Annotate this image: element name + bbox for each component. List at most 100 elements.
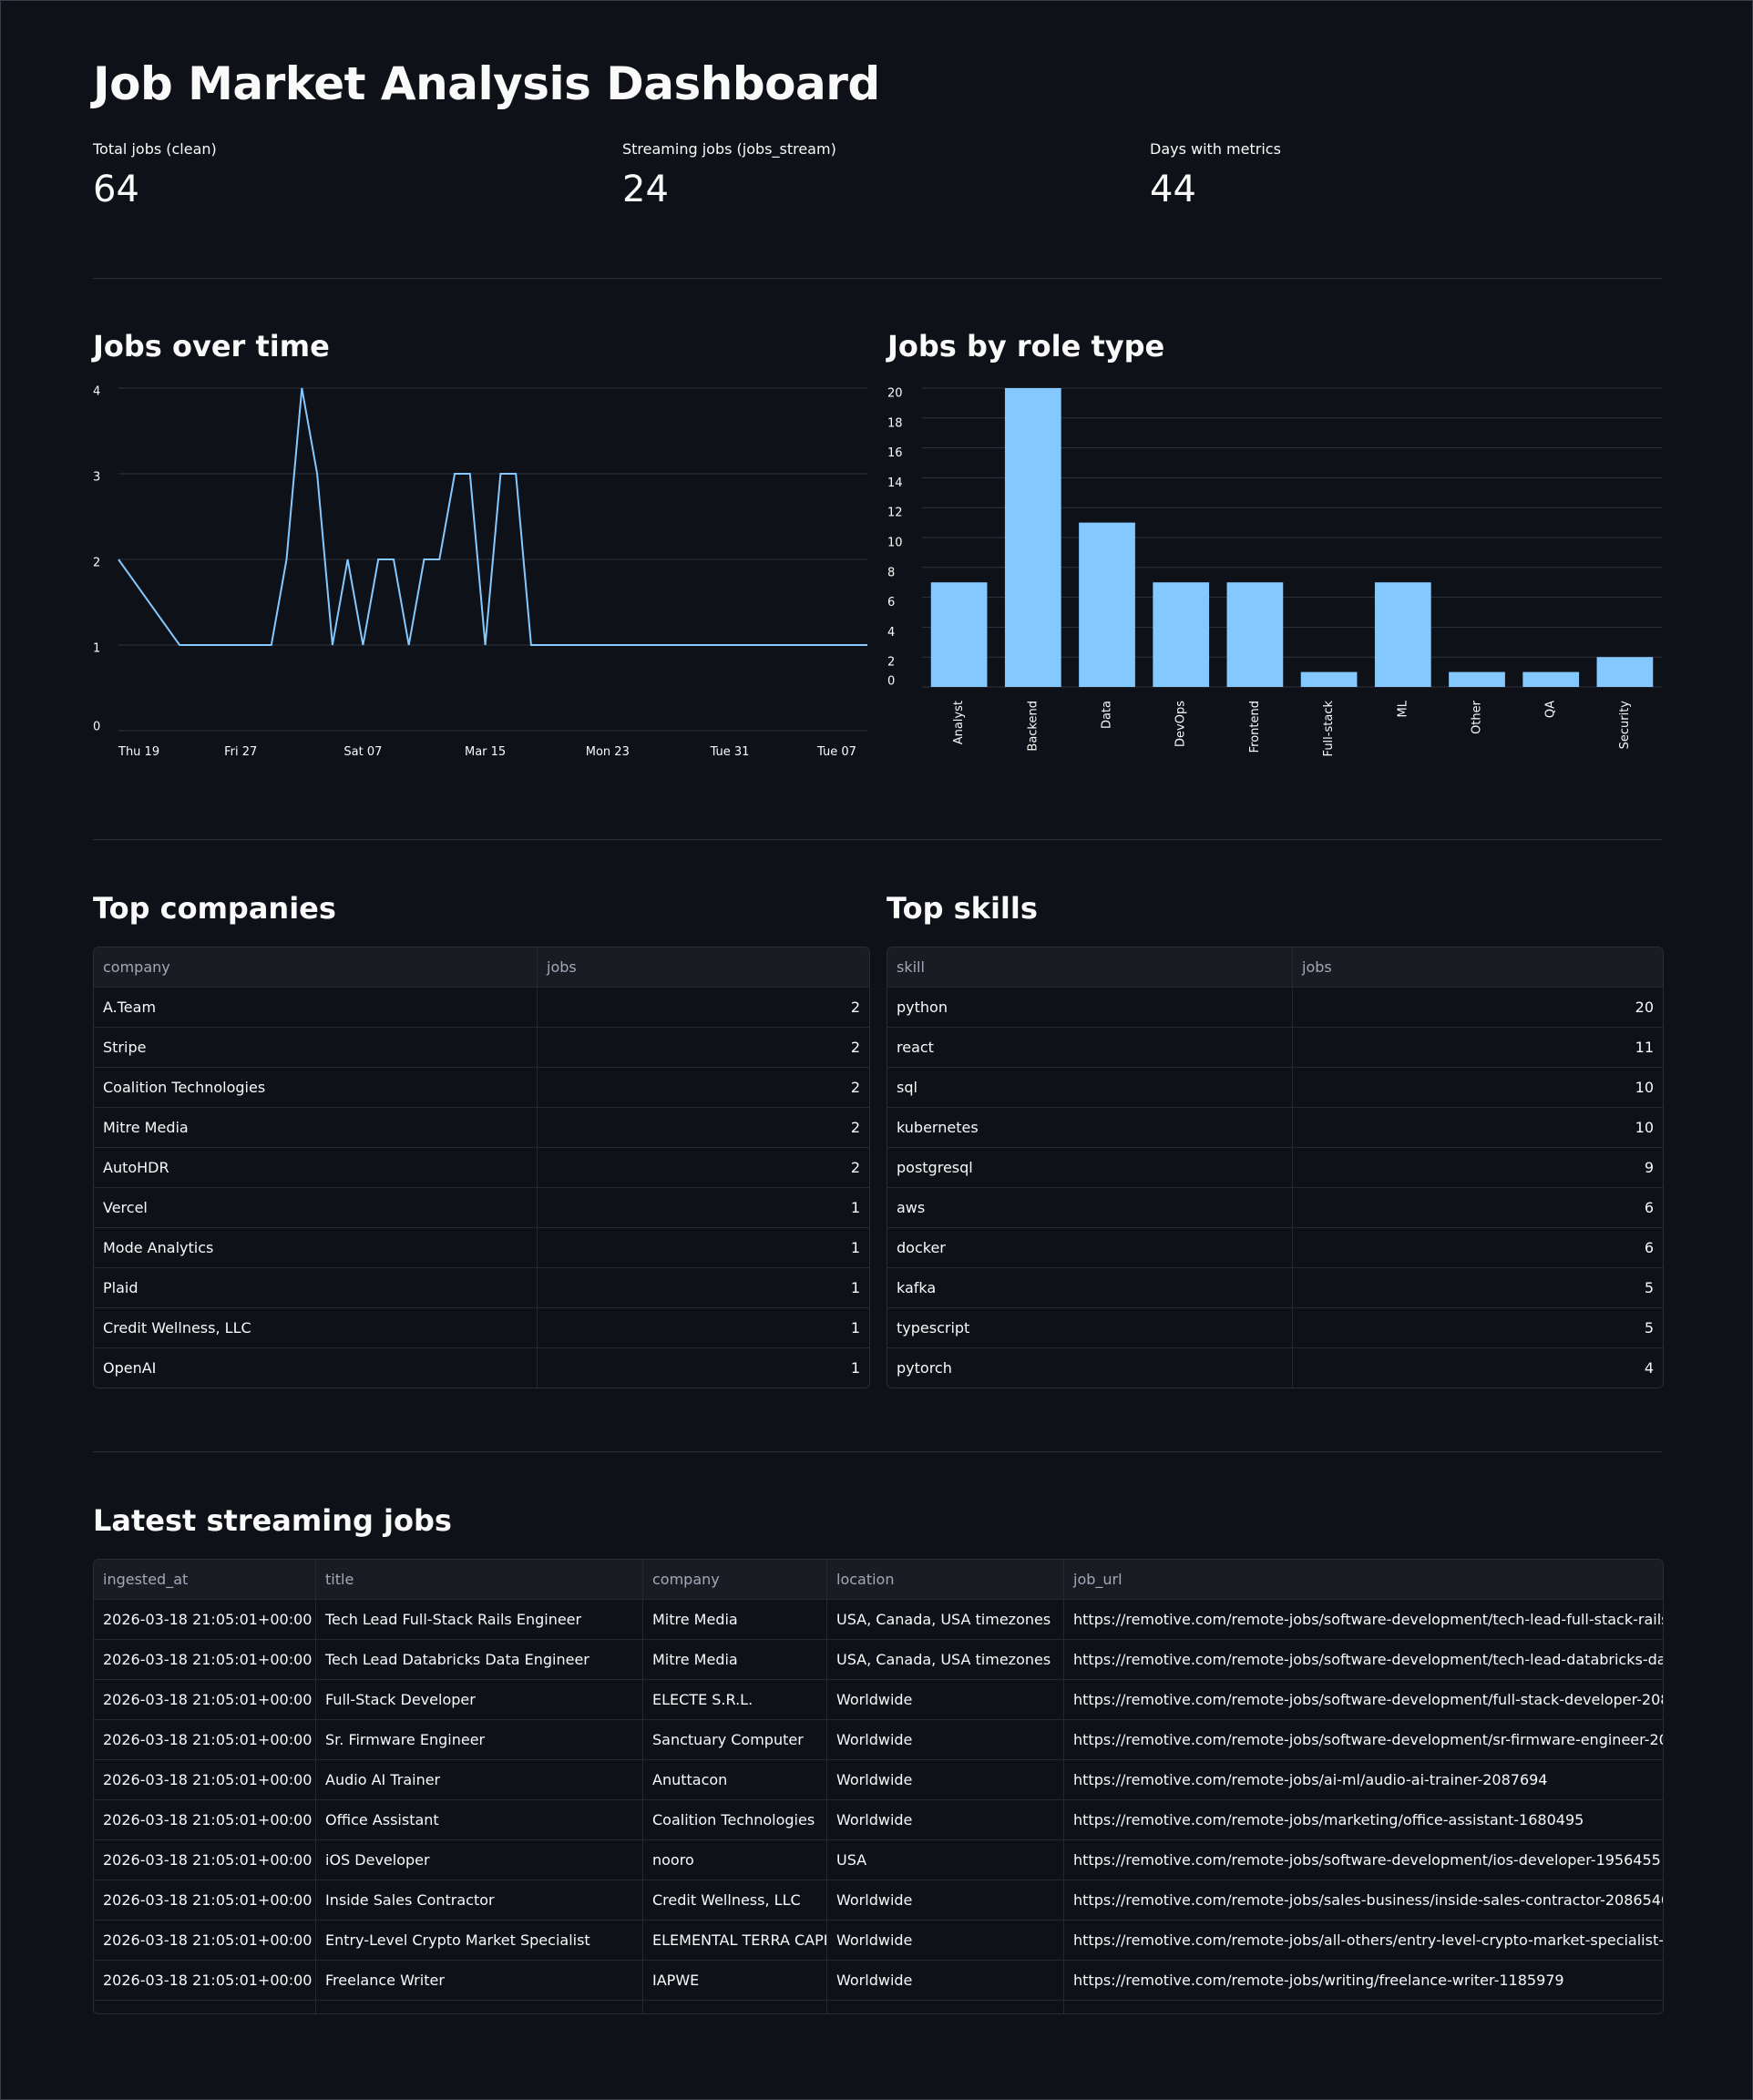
bar [1004, 388, 1061, 687]
table-cell-empty [827, 2001, 1064, 2013]
metric: Total jobs (clean) 64 [93, 140, 603, 210]
table-row-empty [94, 2001, 1663, 2013]
table-cell: postgresql [887, 1148, 1293, 1187]
table-cell: Tech Lead Databricks Data Engineer [316, 1640, 643, 1679]
x-tick-label: Security [1618, 701, 1632, 750]
table-cell: https://remotive.com/remote-jobs/softwar… [1073, 1611, 1663, 1628]
table-cell: 5 [1644, 1319, 1654, 1337]
table-cell: Mitre Media [643, 1640, 827, 1679]
table-row: Stripe 2 [94, 1028, 869, 1068]
x-tick-label: DevOps [1174, 701, 1188, 747]
table-cell: 1 [850, 1239, 860, 1256]
divider [93, 1451, 1662, 1452]
table-cell: Full-Stack Developer [316, 1680, 643, 1719]
table-cell: Sr. Firmware Engineer [316, 1720, 643, 1759]
table-cell: 9 [1644, 1159, 1654, 1176]
table-cell: 2026-03-18 21:05:01+00:00 [94, 1640, 316, 1679]
metric: Days with metrics 44 [1150, 140, 1660, 210]
y-tick-label: 14 [887, 476, 903, 490]
table-cell: 10 [1635, 1119, 1654, 1136]
table-cell: 6 [1644, 1239, 1654, 1256]
x-tick-label: Mar 15 [465, 745, 506, 759]
table-cell: iOS Developer [316, 1840, 643, 1880]
table-row: 2026-03-18 21:05:01+00:00 Audio AI Traine… [94, 1760, 1663, 1800]
table-row: Coalition Technologies 2 [94, 1068, 869, 1108]
table: skill jobs python 20 react 11 sql 10 kubernetes 1… [887, 947, 1664, 1388]
table-cell: Freelance Writer [316, 1961, 643, 2000]
x-tick-label: Frontend [1248, 701, 1262, 753]
table-cell: https://remotive.com/remote-jobs/marketi… [1073, 1811, 1584, 1829]
metric: Streaming jobs (jobs_stream) 24 [622, 140, 1133, 210]
table-cell: 5 [1644, 1279, 1654, 1296]
table-row: A.Team 2 [94, 988, 869, 1028]
y-tick-label: 0 [887, 675, 895, 689]
column-header: company [94, 948, 538, 987]
chart: 0 1 2 3 4 Thu 19 Fri 27 Sat 07 Mar 15 Mon 23 Tue 3… [93, 385, 867, 759]
metric-label: Total jobs (clean) [93, 140, 217, 158]
y-tick-label: 4 [887, 626, 895, 640]
table-cell: Worldwide [827, 1800, 1064, 1839]
table-row: pytorch 4 [887, 1348, 1663, 1388]
table-row: Plaid 1 [94, 1268, 869, 1308]
bar [930, 582, 988, 687]
y-tick-label: 1 [93, 642, 100, 656]
x-tick-label: QA [1544, 701, 1558, 718]
table-cell: Worldwide [827, 1680, 1064, 1719]
table-row: typescript 5 [887, 1308, 1663, 1348]
table-row: 2026-03-18 21:05:01+00:00 Full-Stack Deve… [94, 1680, 1663, 1720]
table-cell: python [887, 988, 1293, 1027]
table-row: Mitre Media 2 [94, 1108, 869, 1148]
column-header: jobs [1302, 958, 1332, 976]
table-title: Top skills [887, 891, 1038, 926]
table-row: 2026-03-18 21:05:01+00:00 Freelance Write… [94, 1961, 1663, 2001]
table-cell: IAPWE [643, 1961, 827, 2000]
table-cell: pytorch [887, 1348, 1293, 1388]
table-cell: ELECTE S.R.L. [643, 1680, 827, 1719]
table-cell: Audio AI Trainer [316, 1760, 643, 1799]
y-tick-label: 18 [887, 416, 903, 430]
table-cell: Credit Wellness, LLC [94, 1308, 538, 1347]
bar [1374, 582, 1431, 687]
table-cell: Mitre Media [643, 1600, 827, 1639]
table-cell: nooro [643, 1840, 827, 1880]
table-cell: Worldwide [827, 1921, 1064, 1960]
table-cell: kafka [887, 1268, 1293, 1307]
table-cell: aws [887, 1188, 1293, 1227]
y-tick-label: 12 [887, 507, 903, 520]
table-row: aws 6 [887, 1188, 1663, 1228]
y-tick-label: 2 [93, 557, 100, 570]
bar [1226, 582, 1284, 687]
table-cell: ELEMENTAL TERRA CAPITA [643, 1921, 827, 1960]
table-cell: https://remotive.com/remote-jobs/softwar… [1073, 1731, 1663, 1748]
x-tick-label: ML [1396, 700, 1410, 717]
table-cell: https://remotive.com/remote-jobs/softwar… [1073, 1691, 1663, 1708]
table-cell: 20 [1635, 999, 1654, 1016]
table-cell: 2026-03-18 21:05:01+00:00 [94, 1680, 316, 1719]
column-header: company [643, 1560, 827, 1599]
table-cell: USA, Canada, USA timezones [827, 1600, 1064, 1639]
table-row: 2026-03-18 21:05:01+00:00 Sr. Firmware En… [94, 1720, 1663, 1760]
table-cell: 11 [1635, 1039, 1654, 1056]
table-cell: Mode Analytics [94, 1228, 538, 1267]
bar [1596, 657, 1654, 687]
table-cell: kubernetes [887, 1108, 1293, 1147]
x-tick-label: Fri 27 [224, 745, 257, 759]
table-cell: Coalition Technologies [94, 1068, 538, 1107]
y-tick-label: 16 [887, 446, 903, 460]
table-cell: Anuttacon [643, 1760, 827, 1799]
table-cell-empty [1064, 2001, 1663, 2013]
table-cell: Worldwide [827, 1760, 1064, 1799]
x-tick-label: Analyst [952, 701, 966, 744]
column-header: jobs [547, 958, 577, 976]
table: company jobs A.Team 2 Stripe 2 Coalition Techn… [93, 947, 870, 1388]
bar [1449, 671, 1505, 687]
table-row: docker 6 [887, 1228, 1663, 1268]
y-tick-label: 3 [93, 471, 100, 485]
table-row: react 11 [887, 1028, 1663, 1068]
y-tick-label: 8 [887, 566, 895, 579]
table-row: 2026-03-18 21:05:01+00:00 Tech Lead Full-… [94, 1600, 1663, 1640]
table-cell: typescript [887, 1308, 1293, 1347]
table-header: company jobs [94, 948, 869, 988]
table-cell: OpenAI [94, 1348, 538, 1388]
table-cell: 2 [850, 1119, 860, 1136]
